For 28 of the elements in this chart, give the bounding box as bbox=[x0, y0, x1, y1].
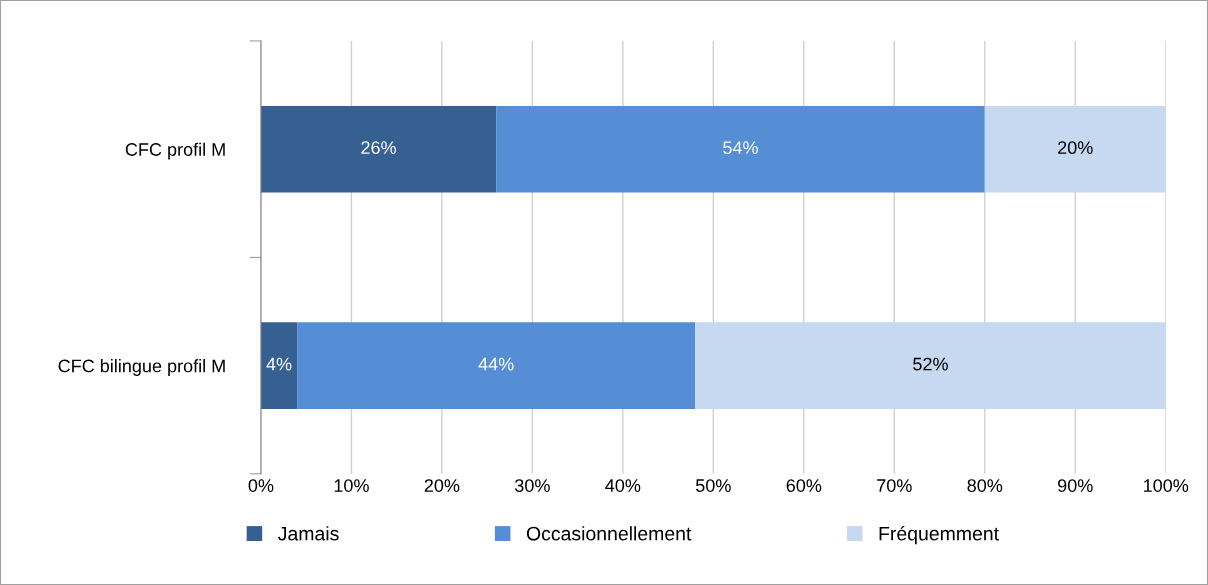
x-tick-label: 90% bbox=[1058, 479, 1093, 492]
data-label: 44% bbox=[478, 357, 514, 371]
legend-label: Fréquemment bbox=[879, 525, 999, 545]
y-tick-label: CFC profil M bbox=[125, 142, 225, 160]
data-label: 52% bbox=[913, 357, 948, 371]
x-tick-label: 0% bbox=[248, 479, 274, 492]
x-tick-label: 10% bbox=[334, 479, 369, 492]
x-tick-label: 30% bbox=[514, 479, 550, 492]
bar bbox=[260, 322, 298, 409]
x-tick-label: 80% bbox=[967, 479, 1003, 492]
y-tick-label: CFC bilingue profil M bbox=[58, 359, 225, 376]
data-label: 4% bbox=[266, 357, 292, 371]
bar bbox=[496, 105, 985, 193]
legend-label: Jamais bbox=[278, 526, 339, 541]
legend-label: Occasionnellement bbox=[526, 526, 692, 541]
bar bbox=[695, 322, 1166, 409]
bar bbox=[297, 322, 696, 409]
x-tick-label: 40% bbox=[605, 479, 641, 492]
x-tick-label: 20% bbox=[424, 479, 460, 492]
x-tick-label: 70% bbox=[877, 479, 912, 492]
x-tick-label: 50% bbox=[695, 479, 731, 492]
x-tick-label: 60% bbox=[786, 479, 822, 492]
bar bbox=[984, 105, 1166, 193]
data-label: 26% bbox=[361, 141, 396, 155]
data-label: 20% bbox=[1058, 141, 1093, 155]
data-label: 54% bbox=[723, 141, 758, 155]
bar bbox=[260, 105, 497, 193]
x-tick-label: 100% bbox=[1144, 479, 1189, 492]
